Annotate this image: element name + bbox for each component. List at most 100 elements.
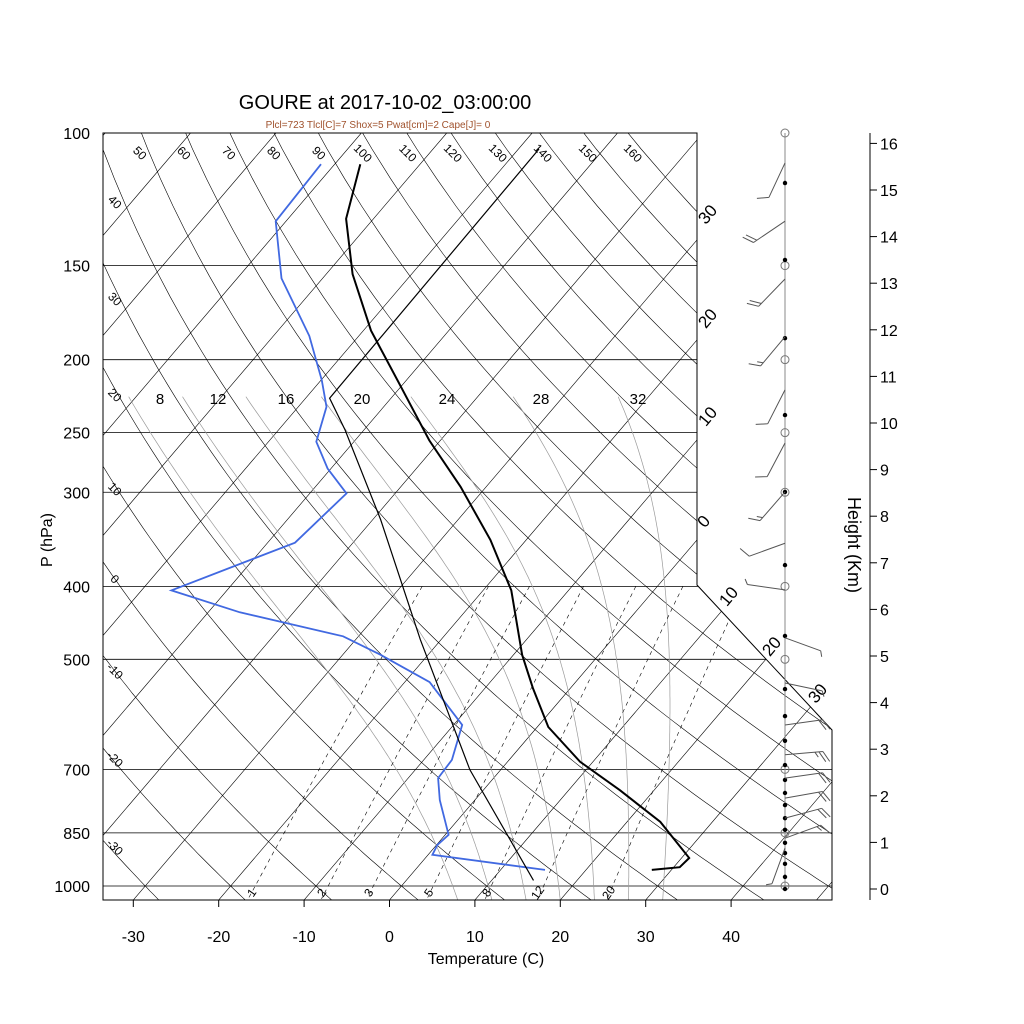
moist-adiabat-label: 16: [278, 391, 295, 408]
height-tick-label: 12: [880, 323, 898, 340]
x-tick-label: 10: [466, 929, 484, 946]
pressure-tick-label: 850: [63, 826, 90, 843]
sounding-level-dot: [782, 686, 788, 692]
chart-title: GOURE at 2017-10-02_03:00:00: [239, 92, 531, 114]
sounding-level-dot: [782, 335, 788, 341]
dry-adiabat: [103, 133, 765, 900]
mixing-ratio-line: [366, 586, 530, 899]
sounding-level-dot: [782, 840, 788, 846]
pressure-tick-label: 200: [63, 353, 90, 370]
moist-adiabat-label: 32: [630, 391, 647, 408]
isotherm: [730, 133, 832, 900]
dry-adiabat: [178, 133, 832, 900]
dry-adiabat-label: -10: [104, 660, 126, 682]
mandatory-level-circle: [780, 428, 790, 438]
dry-adiabat-label: 0: [108, 572, 123, 587]
dry-adiabat-label: -30: [104, 836, 126, 858]
wind-barb: [784, 682, 825, 697]
sounding-level-dot: [782, 886, 788, 892]
mandatory-level-circle: [780, 355, 790, 365]
dry-adiabat-label: 40: [105, 192, 125, 212]
sounding-level-dot: [782, 777, 788, 783]
wind-barb: [739, 542, 786, 557]
height-tick-label: 7: [880, 556, 889, 573]
wind-barb: [746, 278, 786, 307]
height-tick-label: 8: [880, 509, 889, 526]
sounding-level-dot: [782, 874, 788, 880]
isotherm: [645, 133, 832, 900]
sounding-level-dot: [782, 562, 788, 568]
pressure-tick-label: 500: [63, 652, 90, 669]
moist-adiabat-label: 8: [156, 391, 164, 408]
mandatory-level-circle: [780, 487, 790, 497]
wind-barb: [766, 847, 786, 886]
sounding-level-dot: [782, 633, 788, 639]
dry-adiabat: [0, 116, 73, 900]
dry-adiabat: [439, 133, 832, 900]
moist-adiabat: [182, 396, 493, 900]
parcel-line: [328, 148, 540, 881]
isotherm-label: 30: [694, 201, 721, 228]
grid: [0, 116, 832, 900]
dry-adiabat: [352, 133, 832, 900]
mixing-ratio-line: [247, 586, 423, 899]
x-tick-label: -10: [293, 929, 316, 946]
moist-adiabat-label: 20: [354, 391, 371, 408]
height-tick-label: 10: [880, 416, 898, 433]
height-tick-label: 0: [880, 882, 889, 899]
dry-adiabat: [221, 133, 832, 900]
x-tick-label: -20: [207, 929, 230, 946]
isotherm: [103, 133, 191, 900]
dry-adiabat-label: 130: [486, 141, 510, 165]
sounding-level-dot: [782, 762, 788, 768]
plot-frame: [102, 132, 833, 901]
dry-adiabat-label: -20: [104, 748, 126, 770]
sounding-level-dot: [782, 827, 788, 833]
moist-adiabat-label: 12: [210, 391, 227, 408]
wind-barb: [784, 637, 823, 657]
height-tick-label: 11: [880, 369, 897, 386]
height-tick-label: 15: [880, 183, 898, 200]
pressure-tick-label: 250: [63, 426, 90, 443]
wind-barb: [784, 824, 831, 839]
dry-adiabat-label: 120: [441, 141, 465, 165]
mandatory-level-circle: [780, 128, 790, 138]
dry-adiabat-label: 150: [576, 141, 600, 165]
dry-adiabat: [134, 133, 832, 900]
sounding-level-dot: [782, 861, 788, 867]
sounding-level-dot: [782, 738, 788, 744]
height-tick-label: 9: [880, 463, 889, 480]
isotherm: [103, 133, 704, 900]
pressure-tick-label: 400: [63, 579, 90, 596]
isotherm: [0, 133, 20, 900]
isotherm: [303, 133, 832, 900]
dry-adiabat: [396, 133, 832, 900]
dry-adiabat-label: 110: [396, 141, 420, 165]
dry-adiabat: [103, 133, 160, 900]
dry-adiabat: [103, 133, 246, 900]
isotherm-label: 20: [694, 305, 721, 332]
moist-adiabat: [128, 396, 459, 900]
height-tick-label: 5: [880, 649, 889, 666]
wind-barb: [748, 336, 786, 367]
x-tick-label: 20: [551, 929, 569, 946]
height-tick-label: 4: [880, 696, 889, 713]
isotherm-label: 30: [804, 680, 831, 707]
moist-adiabat-label: 28: [533, 391, 550, 408]
mixing-ratio-label: 2: [314, 886, 329, 900]
moist-adiabat-label: 24: [439, 391, 456, 408]
mixing-ratio-label: 8: [479, 886, 494, 900]
dry-adiabat-label: 140: [531, 141, 555, 165]
moist-adiabat: [512, 396, 630, 900]
wind-barb: [756, 162, 786, 199]
sounding-level-dot: [782, 412, 788, 418]
isotherm-label: 10: [694, 403, 721, 430]
isotherm: [103, 133, 277, 900]
pressure-tick-label: 300: [63, 485, 90, 502]
mandatory-level-circle: [780, 654, 790, 664]
x-axis-label: Temperature (C): [428, 951, 544, 968]
wind-barb: [784, 791, 831, 802]
wind-barb: [742, 220, 786, 243]
